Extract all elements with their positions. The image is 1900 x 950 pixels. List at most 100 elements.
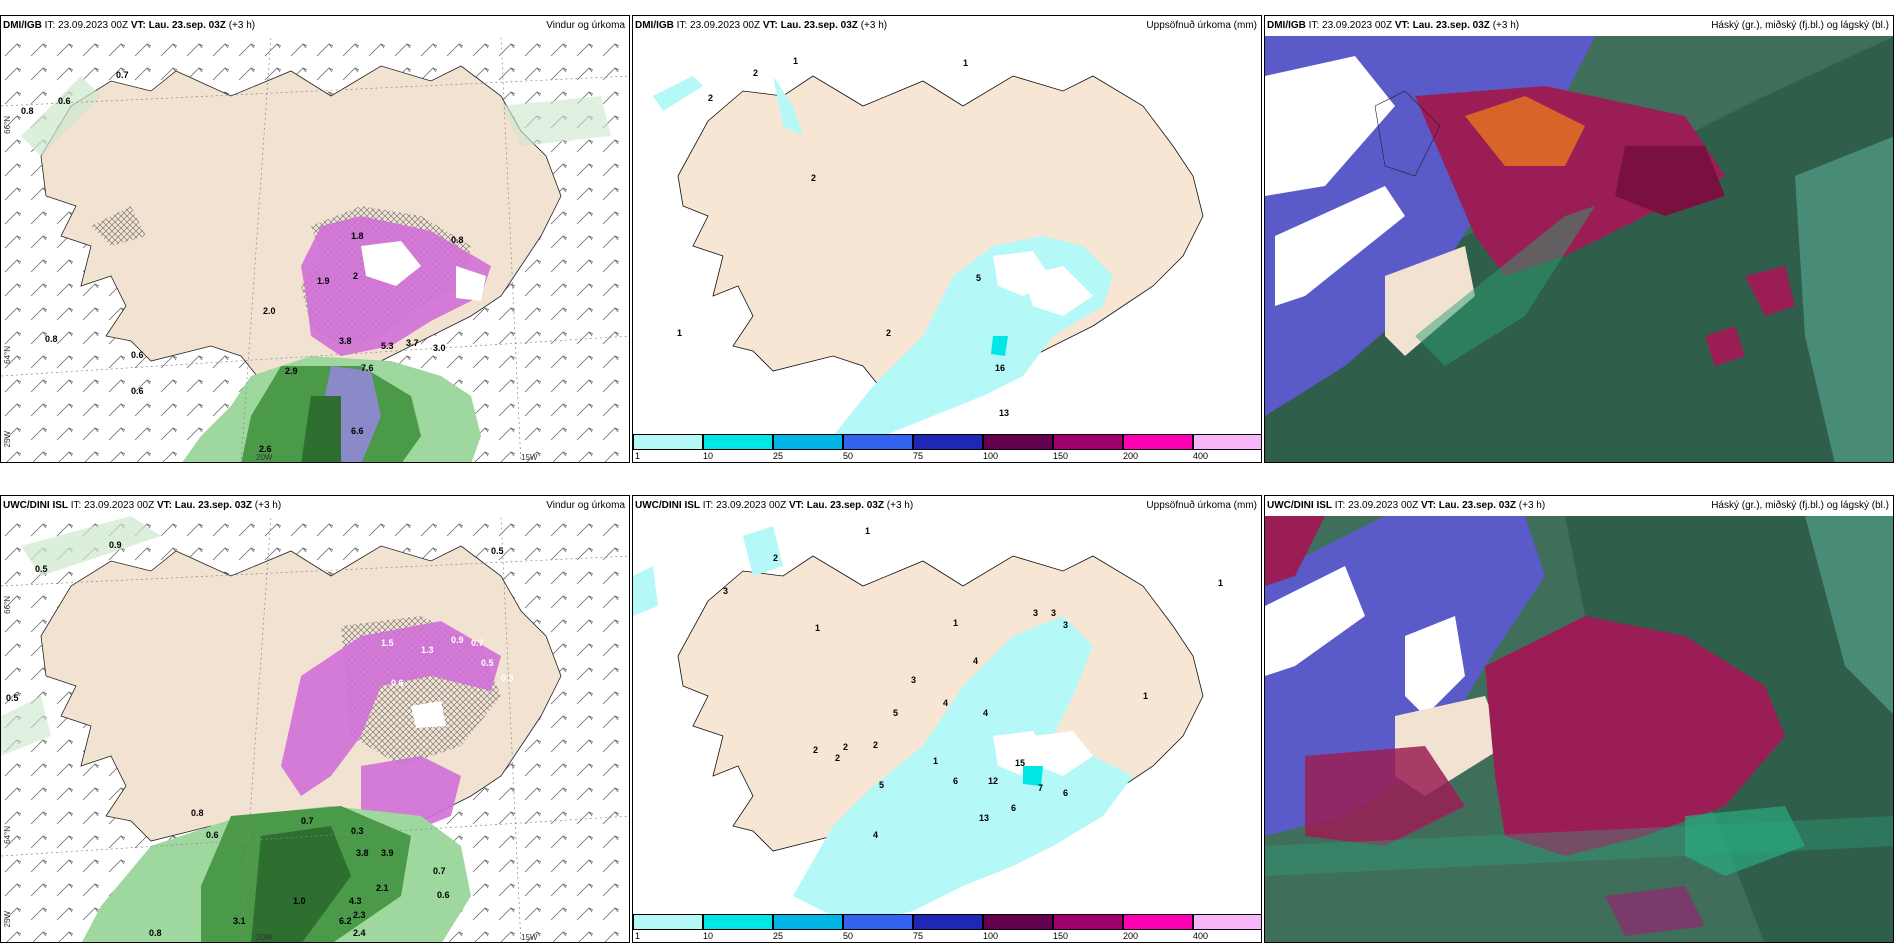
colorbar-swatch <box>913 434 983 450</box>
lon-label-20: 20W <box>256 453 273 462</box>
colorbar-swatch <box>773 914 843 930</box>
value-label: 6 <box>1063 788 1068 798</box>
value-label: 0.3 <box>501 673 514 683</box>
value-label: 1 <box>677 328 682 338</box>
colorbar-swatch <box>983 914 1053 930</box>
value-label: 3.8 <box>339 336 352 346</box>
accumulated-precip-map: 2 2 1 2 1 5 2 1 16 13 <box>653 56 1204 446</box>
model-name: DMI/IGB <box>1267 20 1306 31</box>
colorbar-tick: 50 <box>843 931 854 941</box>
value-label: 0.7 <box>116 70 129 80</box>
colorbar-tick: 75 <box>913 451 924 461</box>
lat-label-66: 66°N <box>3 596 12 614</box>
lon-label-20: 20W <box>256 933 273 942</box>
value-label: 0.8 <box>451 235 464 245</box>
colorbar-tick: 100 <box>983 451 999 461</box>
colorbar: 1 10 25 50 75 100 150 200 400 <box>633 914 1261 942</box>
lon-label-15: 15W <box>521 453 538 462</box>
value-label: 2.3 <box>353 910 366 920</box>
value-label: 1.0 <box>293 896 306 906</box>
precip-light <box>793 616 1133 926</box>
value-label: 3 <box>1051 608 1056 618</box>
colorbar-tick: 25 <box>773 451 784 461</box>
value-label: 2 <box>813 745 818 755</box>
colorbar-swatch <box>633 434 703 450</box>
panel-header: DMI/IGB IT: 23.09.2023 00Z VT: Lau. 23.s… <box>1 16 629 36</box>
colorbar-swatch <box>983 434 1053 450</box>
panel-header: UWC/DINI ISL IT: 23.09.2023 00Z VT: Lau.… <box>1265 496 1893 516</box>
valid-label: VT: <box>1420 500 1436 511</box>
value-label: 2 <box>753 68 758 78</box>
value-label: 1.8 <box>351 231 364 241</box>
lon-label-25: 25W <box>3 911 12 928</box>
value-label: 5 <box>893 708 898 718</box>
value-label: 4 <box>983 708 988 718</box>
value-label: 6.6 <box>351 426 364 436</box>
panel-clouds-dmi: DMI/IGB IT: 23.09.2023 00Z VT: Lau. 23.s… <box>1264 15 1894 463</box>
colorbar-tick: 1 <box>635 931 641 941</box>
value-label: 4.3 <box>349 896 362 906</box>
colorbar-tick: 200 <box>1123 451 1139 461</box>
colorbar-swatch <box>1053 914 1123 930</box>
value-label: 1 <box>1143 691 1148 701</box>
lon-label-25: 25W <box>3 431 12 448</box>
colorbar-tick: 200 <box>1123 931 1139 941</box>
colorbar-tick: 400 <box>1193 931 1209 941</box>
value-label: 5.3 <box>381 341 394 351</box>
colorbar-tick: 400 <box>1193 451 1209 461</box>
init-time: IT: 23.09.2023 00Z <box>702 500 787 511</box>
value-label: 0.9 <box>451 635 464 645</box>
value-label: 0.6 <box>131 386 144 396</box>
value-label: 1 <box>953 618 958 628</box>
value-label: 3.0 <box>433 343 446 353</box>
panel-title: Vindur og úrkoma <box>546 20 625 31</box>
value-label: 0.7 <box>471 638 484 648</box>
valid-time: Lau. 23.sep. 03Z <box>1412 20 1490 31</box>
value-label: 0.6 <box>391 678 404 688</box>
value-label: 5 <box>879 780 884 790</box>
colorbar-tick: 1 <box>635 451 641 461</box>
valid-label: VT: <box>762 20 778 31</box>
value-label: 7 <box>1038 783 1043 793</box>
value-label: 1.9 <box>317 276 330 286</box>
value-label: 4 <box>973 656 978 666</box>
value-label: 0.9 <box>109 540 122 550</box>
colorbar-tick: 10 <box>703 451 714 461</box>
value-label: 2 <box>708 93 713 103</box>
value-label: 6 <box>953 776 958 786</box>
valid-label: VT: <box>788 500 804 511</box>
value-label: 2 <box>843 742 848 752</box>
wind-precip-map: 0.7 0.8 0.6 0.8 0.6 0.6 1.8 0.8 2 1.9 2.… <box>1 36 629 462</box>
panel-precip-dmi: DMI/IGB IT: 23.09.2023 00Z VT: Lau. 23.s… <box>632 15 1262 463</box>
value-label: 0.5 <box>481 658 494 668</box>
value-label: 0.5 <box>6 693 19 703</box>
panel-header: UWC/DINI ISL IT: 23.09.2023 00Z VT: Lau.… <box>633 496 1261 516</box>
value-label: 6.2 <box>339 916 352 926</box>
value-label: 7.6 <box>361 363 374 373</box>
lead-time: (+3 h) <box>1492 20 1520 31</box>
init-time: IT: 23.09.2023 00Z <box>1308 20 1393 31</box>
value-label: 4 <box>943 698 948 708</box>
valid-time: Lau. 23.sep. 03Z <box>780 20 858 31</box>
value-label: 0.6 <box>206 830 219 840</box>
colorbar-tick: 25 <box>773 931 784 941</box>
value-label: 0.7 <box>301 816 314 826</box>
init-time: IT: 23.09.2023 00Z <box>44 20 129 31</box>
value-label: 3.8 <box>356 848 369 858</box>
value-label: 3 <box>1033 608 1038 618</box>
colorbar-swatch <box>913 914 983 930</box>
model-name: DMI/IGB <box>635 20 674 31</box>
value-label: 1 <box>815 623 820 633</box>
value-label: 2.9 <box>285 366 298 376</box>
lead-time: (+3 h) <box>860 20 888 31</box>
colorbar: 1 10 25 50 75 100 150 200 400 <box>633 434 1261 462</box>
model-name: UWC/DINI ISL <box>3 500 68 511</box>
panel-title: Uppsöfnuð úrkoma (mm) <box>1146 20 1257 31</box>
model-name: UWC/DINI ISL <box>635 500 700 511</box>
value-label: 1 <box>963 58 968 68</box>
colorbar-swatch <box>1123 914 1193 930</box>
panel-wind-dmi: DMI/IGB IT: 23.09.2023 00Z VT: Lau. 23.s… <box>0 15 630 463</box>
colorbar-swatch <box>1053 434 1123 450</box>
value-label: 1 <box>865 526 870 536</box>
value-label: 6 <box>1011 803 1016 813</box>
